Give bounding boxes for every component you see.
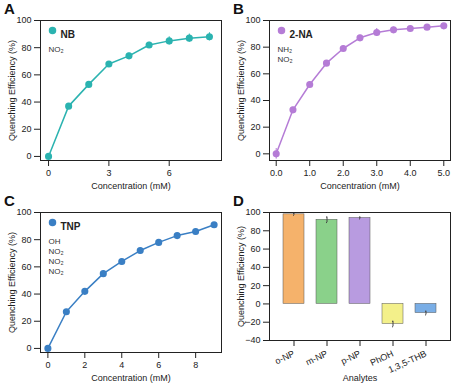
svg-text:20: 20 (250, 122, 260, 132)
html-text:C: C (4, 192, 15, 209)
svg-text:5.0: 5.0 (438, 168, 451, 178)
svg-text:60: 60 (21, 70, 31, 80)
svg-text:100: 100 (16, 207, 31, 217)
svg-text:Concentration (mM): Concentration (mM) (320, 181, 400, 191)
svg-text:20: 20 (21, 124, 31, 134)
svg-text:m-NP: m-NP (304, 348, 329, 367)
svg-text:3: 3 (106, 168, 111, 178)
svg-text:NO₂: NO₂ (49, 45, 64, 54)
svg-text:100: 100 (245, 207, 260, 217)
svg-text:2-NA: 2-NA (290, 29, 313, 40)
svg-text:60: 60 (250, 244, 260, 254)
svg-text:NH₂: NH₂ (278, 45, 293, 54)
svg-text:2: 2 (82, 360, 87, 370)
svg-text:NB: NB (61, 29, 75, 40)
svg-text:TNP: TNP (61, 221, 81, 232)
svg-text:40: 40 (250, 262, 260, 272)
svg-text:0: 0 (26, 343, 31, 353)
svg-text:o-NP: o-NP (273, 348, 296, 366)
svg-text:Quenching Efficiency (%): Quenching Efficiency (%) (7, 40, 17, 141)
svg-text:0: 0 (46, 168, 51, 178)
svg-text:80: 80 (250, 42, 260, 52)
svg-text:20: 20 (21, 316, 31, 326)
svg-text:100: 100 (16, 15, 31, 25)
svg-text:p-NP: p-NP (339, 348, 362, 366)
svg-text:40: 40 (21, 97, 31, 107)
svg-text:3.0: 3.0 (371, 168, 384, 178)
svg-text:6: 6 (167, 168, 172, 178)
svg-text:Concentration (mM): Concentration (mM) (91, 373, 171, 383)
svg-text:0.0: 0.0 (270, 168, 283, 178)
svg-text:6: 6 (156, 360, 161, 370)
svg-text:80: 80 (21, 43, 31, 53)
svg-text:60: 60 (21, 262, 31, 272)
svg-text:4: 4 (119, 360, 124, 370)
svg-text:Quenching Efficiency (%): Quenching Efficiency (%) (236, 40, 246, 141)
svg-text:NO₂: NO₂ (49, 257, 64, 266)
svg-text:−20: −20 (245, 317, 260, 327)
svg-text:OH: OH (49, 237, 61, 246)
svg-text:Quenching Efficiency (%): Quenching Efficiency (%) (7, 232, 17, 333)
svg-text:NO₂: NO₂ (49, 267, 64, 276)
svg-text:PhOH: PhOH (368, 348, 396, 368)
svg-text:80: 80 (21, 235, 31, 245)
svg-text:1.0: 1.0 (303, 168, 316, 178)
svg-text:2.0: 2.0 (337, 168, 350, 178)
svg-text:0: 0 (255, 149, 260, 159)
svg-text:40: 40 (250, 95, 260, 105)
svg-text:0: 0 (255, 299, 260, 309)
svg-text:80: 80 (250, 226, 260, 236)
svg-text:0: 0 (45, 360, 50, 370)
html-text:A: A (4, 0, 15, 17)
svg-text:60: 60 (250, 69, 260, 79)
svg-text:8: 8 (193, 360, 198, 370)
svg-text:1,3,5-THB: 1,3,5-THB (387, 348, 428, 374)
svg-text:4.0: 4.0 (404, 168, 417, 178)
svg-text:0: 0 (26, 151, 31, 161)
svg-text:−40: −40 (245, 335, 260, 345)
svg-text:NO₂: NO₂ (278, 55, 293, 64)
svg-text:100: 100 (245, 15, 260, 25)
svg-text:Concentration (mM): Concentration (mM) (91, 181, 171, 191)
html-text:B: B (233, 0, 244, 17)
svg-text:Analytes: Analytes (343, 373, 378, 383)
svg-text:20: 20 (250, 281, 260, 291)
svg-text:NO₂: NO₂ (49, 247, 64, 256)
svg-text:40: 40 (21, 289, 31, 299)
svg-text:Quenching Efficiency (%): Quenching Efficiency (%) (236, 226, 246, 327)
html-text:D: D (233, 192, 244, 209)
